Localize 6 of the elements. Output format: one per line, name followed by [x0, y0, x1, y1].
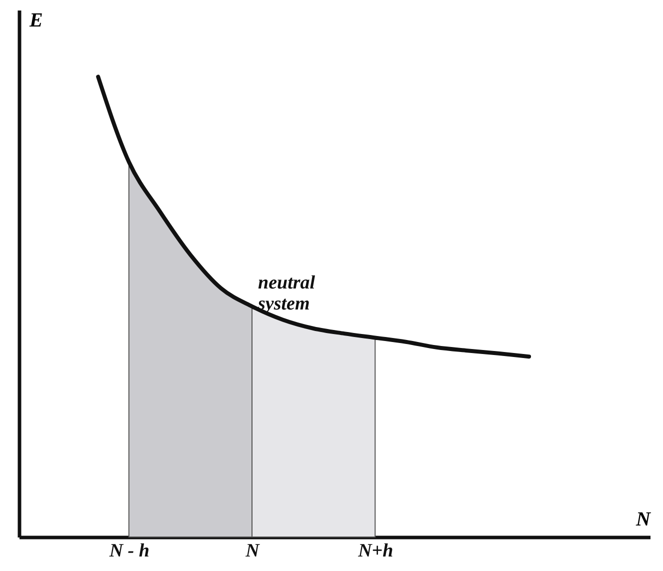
- x-tick-label: N - h: [108, 540, 150, 562]
- y-axis-title: E: [28, 10, 43, 32]
- x-axis-title: N: [635, 508, 652, 530]
- x-tick-label: N+h: [357, 540, 394, 562]
- x-tick-label: N: [244, 540, 261, 562]
- annotation: neutral system: [257, 272, 316, 314]
